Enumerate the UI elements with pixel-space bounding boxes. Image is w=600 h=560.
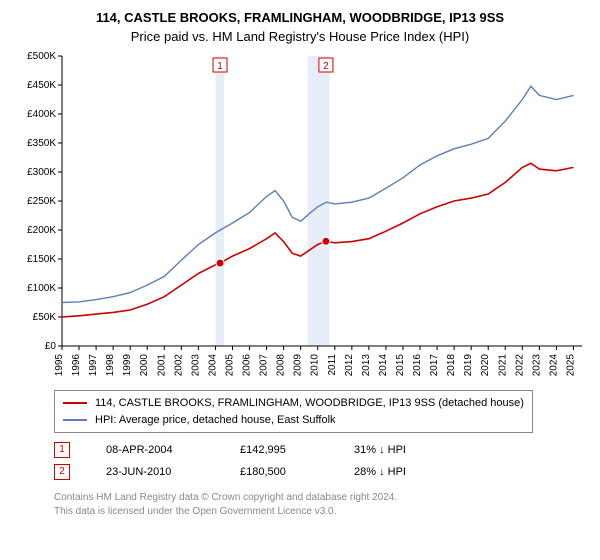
sale-delta: 31% ↓ HPI (354, 439, 406, 461)
legend-label: 114, CASTLE BROOKS, FRAMLINGHAM, WOODBRI… (95, 395, 524, 412)
sale-delta: 28% ↓ HPI (354, 461, 406, 483)
svg-text:£0: £0 (45, 341, 57, 352)
svg-text:£450K: £450K (27, 80, 56, 91)
chart-subtitle: Price paid vs. HM Land Registry's House … (14, 29, 586, 44)
svg-text:2025: 2025 (565, 354, 576, 377)
legend-box: 114, CASTLE BROOKS, FRAMLINGHAM, WOODBRI… (54, 390, 533, 433)
svg-text:2014: 2014 (378, 354, 389, 377)
svg-text:2021: 2021 (497, 354, 508, 377)
svg-text:£250K: £250K (27, 196, 56, 207)
sale-row: 1 08-APR-2004 £142,995 31% ↓ HPI (54, 439, 586, 461)
svg-text:2019: 2019 (463, 354, 474, 377)
footer-line: Contains HM Land Registry data © Crown c… (54, 491, 586, 505)
svg-text:2016: 2016 (412, 354, 423, 377)
legend-label: HPI: Average price, detached house, East… (95, 412, 336, 429)
svg-text:2015: 2015 (395, 354, 406, 377)
svg-text:2002: 2002 (173, 354, 184, 377)
chart-title: 114, CASTLE BROOKS, FRAMLINGHAM, WOODBRI… (14, 10, 586, 25)
svg-text:£100K: £100K (27, 283, 56, 294)
svg-text:2023: 2023 (531, 354, 542, 377)
svg-text:1997: 1997 (88, 354, 99, 377)
svg-text:2011: 2011 (327, 354, 338, 376)
svg-text:2013: 2013 (361, 354, 372, 377)
svg-text:£150K: £150K (27, 254, 56, 265)
svg-text:2024: 2024 (548, 354, 559, 377)
legend-swatch (63, 419, 87, 421)
legend-item: HPI: Average price, detached house, East… (63, 412, 524, 429)
sale-price: £142,995 (240, 439, 320, 461)
svg-text:2018: 2018 (446, 354, 457, 377)
footer-attribution: Contains HM Land Registry data © Crown c… (54, 491, 586, 519)
sale-date: 08-APR-2004 (106, 439, 206, 461)
svg-text:1995: 1995 (54, 354, 65, 377)
svg-text:1996: 1996 (71, 354, 82, 377)
svg-text:2000: 2000 (139, 354, 150, 377)
svg-text:2006: 2006 (242, 354, 253, 377)
sale-date: 23-JUN-2010 (106, 461, 206, 483)
svg-text:2003: 2003 (190, 354, 201, 377)
svg-text:2007: 2007 (259, 354, 270, 377)
line-chart-svg: £0 £50K £100K £150K £200K £250K £300K £350K £400… (14, 52, 586, 382)
svg-text:2009: 2009 (293, 354, 304, 377)
legend-swatch (63, 402, 87, 404)
svg-text:2017: 2017 (429, 354, 440, 377)
svg-text:2004: 2004 (207, 354, 218, 377)
svg-text:£50K: £50K (33, 312, 57, 323)
svg-text:1999: 1999 (122, 354, 133, 377)
svg-text:£300K: £300K (27, 167, 56, 178)
svg-text:£500K: £500K (27, 52, 56, 62)
svg-text:2022: 2022 (514, 354, 525, 377)
sale-marker-icon: 2 (54, 464, 70, 480)
chart-container: 114, CASTLE BROOKS, FRAMLINGHAM, WOODBRI… (0, 0, 600, 527)
svg-text:2020: 2020 (480, 354, 491, 377)
svg-text:£200K: £200K (27, 225, 56, 236)
legend-item: 114, CASTLE BROOKS, FRAMLINGHAM, WOODBRI… (63, 395, 524, 412)
sale-row: 2 23-JUN-2010 £180,500 28% ↓ HPI (54, 461, 586, 483)
svg-text:£350K: £350K (27, 138, 56, 149)
svg-text:1998: 1998 (105, 354, 116, 377)
sale-marker-icon: 1 (54, 442, 70, 458)
sales-list: 1 08-APR-2004 £142,995 31% ↓ HPI 2 23-JUN-201… (54, 439, 586, 483)
svg-text:2: 2 (323, 61, 329, 72)
chart-plot: £0 £50K £100K £150K £200K £250K £300K £350K £400… (14, 52, 586, 382)
svg-text:2001: 2001 (156, 354, 167, 377)
sale-price: £180,500 (240, 461, 320, 483)
footer-line: This data is licensed under the Open Gov… (54, 505, 586, 519)
svg-text:2010: 2010 (310, 354, 321, 377)
svg-text:2008: 2008 (276, 354, 287, 377)
svg-text:2005: 2005 (224, 354, 235, 377)
svg-text:£400K: £400K (27, 109, 56, 120)
svg-text:1: 1 (217, 61, 223, 72)
svg-text:2012: 2012 (344, 354, 355, 377)
